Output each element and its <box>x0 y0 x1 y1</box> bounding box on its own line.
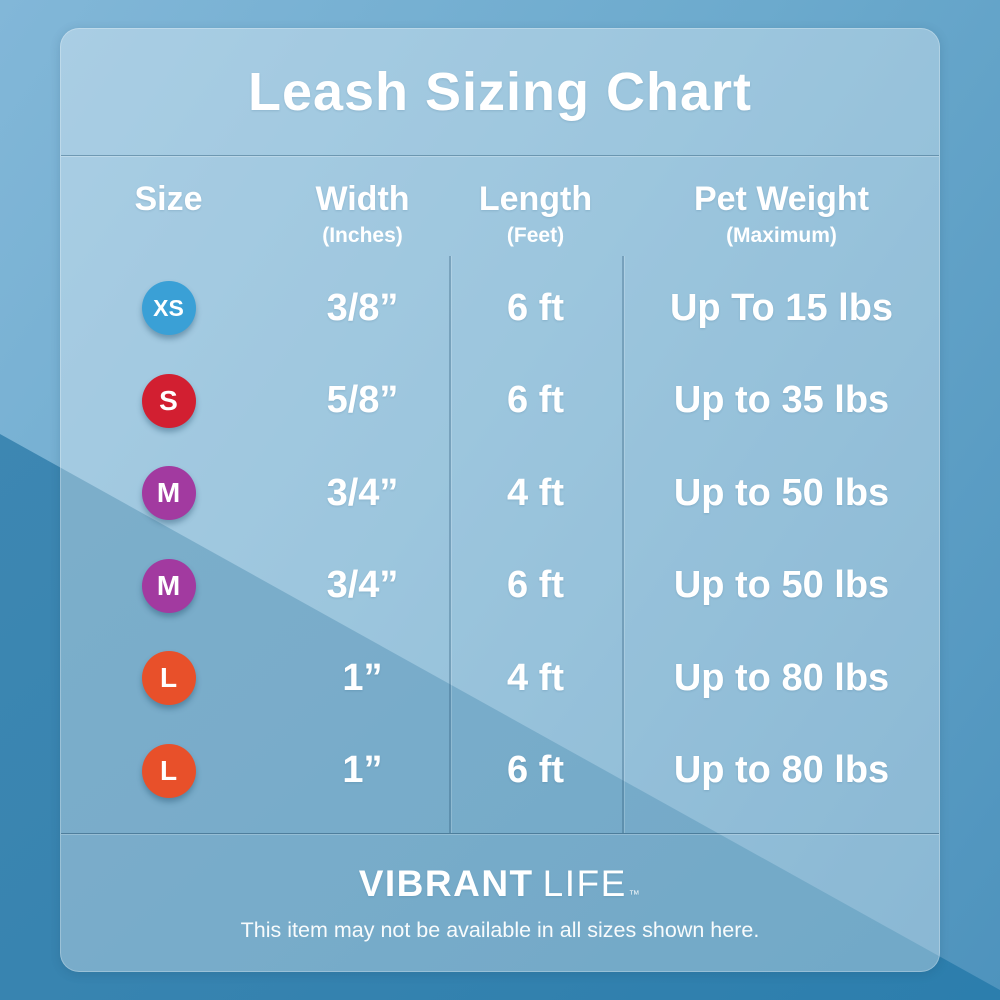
length-cell: 6 ft <box>449 379 622 422</box>
table-row-l-4ft: L 1” 4 ft Up to 80 lbs <box>61 632 939 725</box>
column-header-width: Width (Inches) <box>276 156 449 256</box>
width-value: 3/4” <box>326 564 399 607</box>
size-badge-l: L <box>141 743 196 798</box>
weight-value: Up to 50 lbs <box>673 471 890 514</box>
length-value: 4 ft <box>507 656 564 699</box>
size-badge-l: L <box>141 651 196 706</box>
column-sublabel: (Maximum) <box>726 224 837 247</box>
width-value: 3/8” <box>326 286 399 329</box>
size-badge-xs: XS <box>141 281 196 336</box>
trademark-symbol: ™ <box>628 888 642 901</box>
column-label: Length <box>478 180 593 218</box>
width-cell: 3/4” <box>276 564 449 607</box>
size-cell: M <box>61 558 276 613</box>
column-label: Size <box>134 180 203 218</box>
card-footer: VIBRANT LIFE ™ This item may not be avai… <box>61 833 939 971</box>
weight-value: Up to 80 lbs <box>673 749 890 792</box>
width-cell: 3/4” <box>276 472 449 515</box>
table-row-m-6ft: M 3/4” 6 ft Up to 50 lbs <box>61 540 939 633</box>
card-header: Leash Sizing Chart <box>61 29 939 156</box>
page-title: Leash Sizing Chart <box>247 62 753 122</box>
length-value: 6 ft <box>507 379 564 422</box>
size-badge-label: M <box>156 477 181 509</box>
sizing-table: Size Width (Inches) Length (Feet) Pet We… <box>61 156 939 833</box>
size-badge-label: L <box>159 754 178 786</box>
size-badge-s: S <box>141 373 196 428</box>
length-cell: 6 ft <box>449 287 622 330</box>
size-cell: M <box>61 466 276 521</box>
table-header-row: Size Width (Inches) Length (Feet) Pet We… <box>61 156 939 256</box>
weight-value: Up to 80 lbs <box>673 656 890 699</box>
weight-cell: Up To 15 lbs <box>622 287 941 330</box>
size-cell: L <box>61 651 276 706</box>
width-value: 1” <box>342 656 383 699</box>
column-header-size: Size <box>61 156 276 256</box>
column-divider <box>622 256 624 833</box>
length-cell: 6 ft <box>449 749 622 792</box>
size-badge-label: XS <box>153 294 184 321</box>
weight-cell: Up to 80 lbs <box>622 657 941 700</box>
vibrant-life-logo: VIBRANT LIFE ™ <box>359 863 642 905</box>
size-cell: L <box>61 743 276 798</box>
weight-value: Up to 35 lbs <box>673 379 890 422</box>
disclaimer-text: This item may not be available in all si… <box>240 917 760 942</box>
brand-bold-text: VIBRANT <box>358 862 534 904</box>
column-label: Width <box>315 180 410 218</box>
size-badge-m: M <box>141 558 196 613</box>
leash-sizing-card: Leash Sizing Chart Size Width (Inches) L… <box>60 28 940 972</box>
weight-cell: Up to 50 lbs <box>622 564 941 607</box>
length-cell: 4 ft <box>449 472 622 515</box>
width-value: 3/4” <box>326 471 399 514</box>
column-divider <box>449 256 451 833</box>
column-header-pet-weight: Pet Weight (Maximum) <box>622 156 941 256</box>
weight-cell: Up to 50 lbs <box>622 472 941 515</box>
column-label: Pet Weight <box>693 180 870 218</box>
table-rows: XS 3/8” 6 ft Up To 15 lbs S 5/8” 6 ft Up… <box>61 256 939 817</box>
width-cell: 1” <box>276 657 449 700</box>
width-cell: 1” <box>276 749 449 792</box>
weight-value: Up to 50 lbs <box>673 564 890 607</box>
length-value: 6 ft <box>507 749 564 792</box>
size-badge-label: S <box>159 384 178 416</box>
size-cell: XS <box>61 281 276 336</box>
length-cell: 4 ft <box>449 657 622 700</box>
width-value: 1” <box>342 749 383 792</box>
length-value: 6 ft <box>507 564 564 607</box>
column-sublabel: (Inches) <box>322 224 403 247</box>
brand-light-text: LIFE <box>542 862 627 904</box>
table-row-xs-6ft: XS 3/8” 6 ft Up To 15 lbs <box>61 262 939 355</box>
length-value: 4 ft <box>507 471 564 514</box>
table-row-l-6ft: L 1” 6 ft Up to 80 lbs <box>61 725 939 818</box>
size-badge-m: M <box>141 466 196 521</box>
weight-cell: Up to 80 lbs <box>622 749 941 792</box>
table-row-s-6ft: S 5/8” 6 ft Up to 35 lbs <box>61 355 939 448</box>
size-badge-label: L <box>159 662 178 694</box>
weight-value: Up To 15 lbs <box>669 286 894 329</box>
size-badge-label: M <box>156 569 181 601</box>
width-cell: 3/8” <box>276 287 449 330</box>
table-row-m-4ft: M 3/4” 4 ft Up to 50 lbs <box>61 447 939 540</box>
column-header-length: Length (Feet) <box>449 156 622 256</box>
weight-cell: Up to 35 lbs <box>622 379 941 422</box>
length-cell: 6 ft <box>449 564 622 607</box>
length-value: 6 ft <box>507 286 564 329</box>
size-cell: S <box>61 373 276 428</box>
column-sublabel: (Feet) <box>506 224 565 247</box>
width-value: 5/8” <box>326 379 399 422</box>
width-cell: 5/8” <box>276 379 449 422</box>
